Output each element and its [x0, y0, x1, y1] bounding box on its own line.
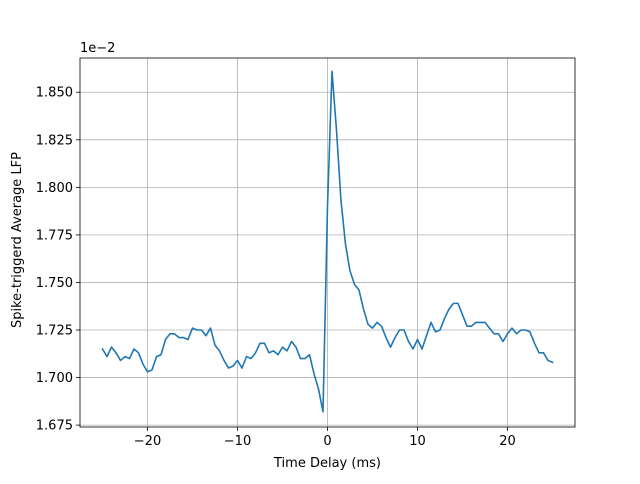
x-tick-label: 0: [323, 434, 331, 449]
y-tick-label: 1.675: [36, 419, 73, 434]
grid-lines: [80, 58, 575, 427]
x-tick-label: 10: [409, 434, 426, 449]
y-tick-label: 1.850: [36, 86, 73, 101]
x-tick-label: −20: [134, 434, 161, 449]
x-tick-label: 20: [499, 434, 516, 449]
x-tick-label: −10: [224, 434, 251, 449]
x-axis-label: Time Delay (ms): [273, 456, 381, 471]
y-axis-label: Spike-triggerd Average LFP: [10, 152, 25, 328]
y-tick-label: 1.775: [36, 228, 73, 243]
y-tick-label: 1.750: [36, 276, 73, 291]
x-axis-ticks: −20 −10 0 10 20: [134, 427, 516, 449]
series-line: [101, 70, 554, 413]
y-tick-label: 1.800: [36, 181, 73, 196]
y-tick-label: 1.700: [36, 371, 73, 386]
y-axis-ticks: 1.675 1.700 1.725 1.750 1.775 1.800 1.825 1.850: [36, 86, 80, 434]
y-axis-offset-text: 1e−2: [80, 41, 115, 56]
series-layer: [101, 70, 554, 413]
y-tick-label: 1.825: [36, 133, 73, 148]
y-tick-label: 1.725: [36, 323, 73, 338]
